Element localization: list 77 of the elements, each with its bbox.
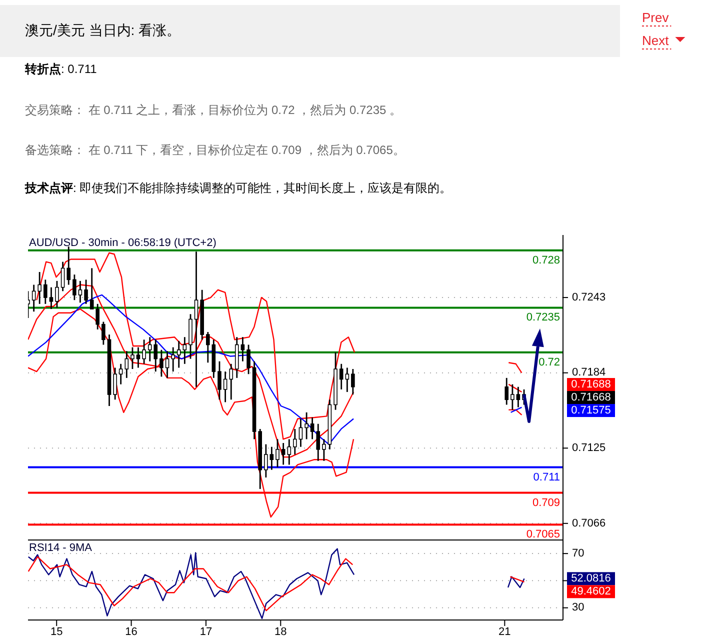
text: 49.4602: [571, 586, 611, 598]
y-tick-label: 0.7066: [572, 517, 606, 530]
candlestick: [510, 384, 514, 411]
x-tick-label: 18: [274, 626, 287, 638]
candlestick: [44, 278, 48, 305]
candlestick: [176, 340, 181, 368]
candlestick: [124, 350, 129, 379]
candlestick: [160, 349, 164, 378]
text: 0.71668: [571, 391, 611, 404]
text: 转折点: 0.711: [24, 62, 98, 76]
candlestick: [516, 386, 520, 408]
candlestick: [287, 438, 292, 466]
y-tick-label: 30: [572, 602, 584, 614]
candlestick: [118, 363, 123, 386]
candlestick: [304, 412, 308, 440]
candlestick: [281, 442, 286, 466]
candlestick: [102, 321, 106, 346]
candlestick: [223, 370, 228, 403]
text: 52.0816: [571, 572, 611, 585]
candlestick: [276, 438, 280, 468]
x-tick-label: 21: [498, 626, 511, 638]
candlestick: [38, 271, 42, 305]
y-tick-label: 70: [572, 547, 584, 560]
candlestick: [351, 368, 355, 396]
candlestick: [240, 336, 245, 362]
candlestick: [171, 346, 175, 372]
text: 澳元/美元 当日内: 看涨。: [25, 22, 181, 38]
candlestick: [130, 346, 134, 370]
ref-line-label: 0.728: [532, 254, 560, 266]
candlestick: [322, 438, 326, 462]
chart-title: RSI14 - 9MA: [29, 542, 93, 554]
candlestick: [310, 416, 314, 440]
ref-line-label: 0.72: [538, 356, 560, 368]
text: Next: [642, 33, 670, 48]
text: Prev: [642, 10, 670, 25]
candlestick: [229, 363, 234, 400]
candlestick: [113, 367, 117, 400]
candlestick: [206, 331, 210, 364]
y-tick-label: 0.7243: [572, 291, 606, 304]
x-tick-label: 16: [125, 626, 138, 638]
candlestick: [66, 246, 71, 286]
candlestick: [264, 444, 268, 478]
candlestick: [49, 286, 54, 310]
x-tick-label: 15: [50, 626, 63, 638]
candlestick: [136, 346, 140, 368]
candlestick: [293, 428, 297, 456]
candlestick: [218, 360, 222, 400]
ref-line-label: 0.7065: [526, 528, 560, 541]
candlestick: [182, 336, 187, 365]
text: 技术点评: 即使我们不能排除持续调整的可能性，其时间长度上，应该是有限的。: [24, 181, 452, 195]
candlestick: [142, 338, 146, 365]
candlestick: [246, 344, 250, 375]
candlestick: [194, 250, 198, 388]
candlestick: [55, 280, 59, 308]
text: 备选策略： 在 0.711 下，看空，目标价位定在 0.709 ，然后为 0.7065。: [25, 143, 405, 157]
candlestick: [298, 418, 303, 448]
candlestick: [270, 446, 274, 471]
candlestick: [84, 278, 88, 305]
y-tick-label: 0.7125: [572, 442, 606, 454]
ref-line-label: 0.711: [533, 471, 560, 484]
candlestick: [60, 261, 65, 292]
candlestick: [339, 363, 344, 390]
text: 交易策略： 在 0.711 之上，看涨，目标价位为 0.72 ，然后为 0.7235 。: [25, 103, 402, 117]
y-tick-label: 0.7184: [572, 366, 606, 379]
text: 0.71688: [571, 378, 611, 390]
ref-line-label: 0.709: [532, 496, 560, 509]
text: 0.71575: [571, 404, 611, 416]
ref-line-label: 0.7235: [526, 312, 560, 324]
candlestick: [316, 423, 320, 462]
candlestick: [165, 350, 170, 379]
candlestick: [32, 284, 36, 312]
candlestick: [78, 280, 82, 304]
candlestick: [504, 377, 509, 406]
candlestick: [72, 274, 76, 301]
x-tick-label: 17: [200, 626, 212, 638]
candlestick: [345, 367, 350, 393]
chart-title: AUD/USD - 30min - 06:58:19 (UTC+2): [29, 237, 216, 249]
